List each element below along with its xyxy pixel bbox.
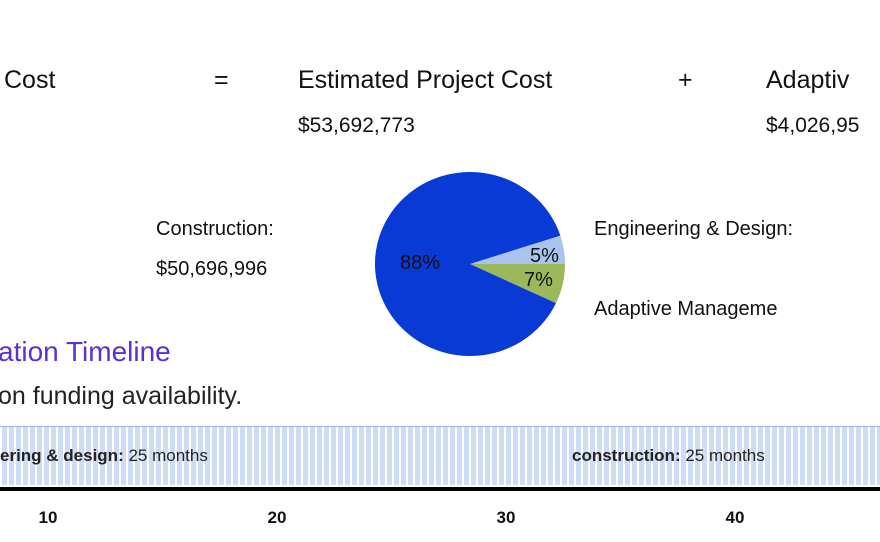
estimated-project-cost-label: Estimated Project Cost (298, 66, 553, 94)
equals-sign: = (214, 66, 229, 94)
phase-construction: construction: 25 months (572, 446, 765, 466)
phase-name: ering & design: (0, 446, 124, 465)
timeline-band (0, 426, 880, 485)
timeline-title: ation Timeline (0, 336, 171, 367)
pie-data-label: 5% (530, 245, 559, 267)
axis-tick-label: 40 (725, 508, 745, 527)
engineering-design-label: Engineering & Design: (594, 218, 794, 240)
pie-slice-adaptive-management (470, 264, 565, 304)
pie-slice-construction (375, 172, 561, 356)
construction-label: Construction: (156, 218, 274, 240)
adaptive-cost-label: Adaptiv (766, 66, 850, 94)
pie-data-label: 7% (524, 269, 553, 291)
axis-tick-label: 20 (267, 508, 287, 527)
phase-engineering-design: ering & design: 25 months (0, 446, 208, 466)
adaptive-management-label: Adaptive Manageme (594, 298, 778, 320)
axis-tick-label: 10 (38, 508, 58, 527)
adaptive-cost-value: $4,026,95 (766, 114, 860, 137)
plus-sign: + (678, 66, 693, 94)
phase-duration: 25 months (685, 446, 765, 465)
pie-slice-engineering-design (470, 235, 565, 264)
pie-data-label: 88% (400, 252, 440, 274)
axis-tick-label: 30 (496, 508, 516, 527)
timeline-axis (0, 487, 880, 491)
cost-pie-chart: 88% 5%7% (375, 172, 565, 356)
phase-duration: 25 months (128, 446, 208, 465)
total-cost-label: Cost (4, 66, 56, 94)
timeline-subtitle: on funding availability. (0, 382, 243, 410)
estimated-project-cost-value: $53,692,773 (298, 114, 415, 137)
construction-value: $50,696,996 (156, 258, 268, 280)
phase-name: construction: (572, 446, 681, 465)
